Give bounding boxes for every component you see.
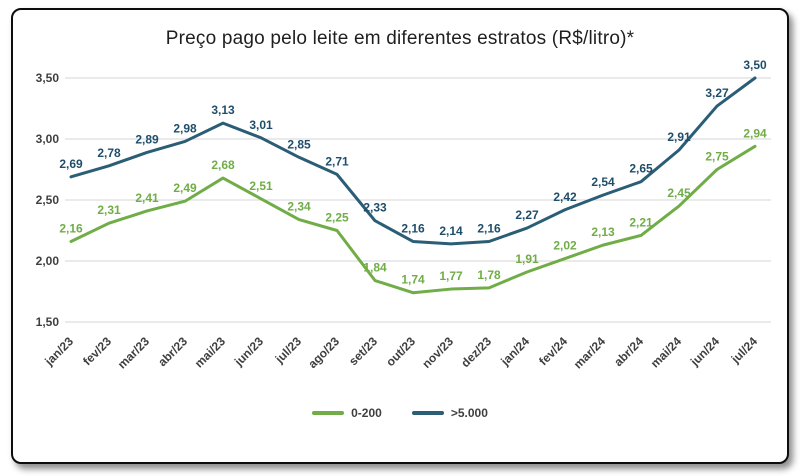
legend-swatch-green-line bbox=[312, 411, 345, 415]
svg-text:2,94: 2,94 bbox=[743, 126, 767, 140]
chart-title: Preço pago pelo leite em diferentes estr… bbox=[165, 28, 635, 49]
svg-text:jul/23: jul/23 bbox=[272, 334, 305, 367]
chart-card: Preço pago pelo leite em diferentes estr… bbox=[11, 8, 789, 464]
svg-text:mar/24: mar/24 bbox=[571, 334, 608, 371]
svg-text:abr/24: abr/24 bbox=[611, 334, 646, 369]
svg-text:3,00: 3,00 bbox=[36, 132, 60, 146]
svg-text:2,27: 2,27 bbox=[515, 208, 539, 222]
svg-text:fev/24: fev/24 bbox=[536, 334, 570, 368]
legend-item-0-200: 0-200 bbox=[312, 406, 382, 420]
legend-label: 0-200 bbox=[351, 406, 382, 420]
svg-text:2,69: 2,69 bbox=[59, 157, 83, 171]
svg-text:2,68: 2,68 bbox=[211, 158, 235, 172]
svg-text:2,91: 2,91 bbox=[667, 130, 691, 144]
svg-text:ago/23: ago/23 bbox=[305, 334, 342, 371]
svg-text:abr/23: abr/23 bbox=[155, 334, 190, 369]
svg-text:1,50: 1,50 bbox=[36, 315, 60, 329]
svg-text:2,33: 2,33 bbox=[363, 201, 387, 215]
svg-text:2,42: 2,42 bbox=[553, 190, 577, 204]
svg-text:mai/24: mai/24 bbox=[648, 334, 685, 371]
svg-text:3,01: 3,01 bbox=[249, 118, 273, 132]
legend-item-over-5000: >5.000 bbox=[411, 406, 488, 420]
svg-text:jan/24: jan/24 bbox=[497, 334, 532, 369]
svg-text:2,51: 2,51 bbox=[249, 179, 273, 193]
svg-text:2,13: 2,13 bbox=[591, 225, 615, 239]
svg-text:2,25: 2,25 bbox=[325, 211, 349, 225]
svg-text:3,50: 3,50 bbox=[743, 58, 767, 72]
svg-text:2,45: 2,45 bbox=[667, 186, 691, 200]
svg-text:1,91: 1,91 bbox=[515, 252, 539, 266]
legend-swatch-blue-line bbox=[411, 411, 444, 415]
svg-text:2,00: 2,00 bbox=[36, 254, 60, 268]
svg-text:jun/24: jun/24 bbox=[687, 334, 722, 369]
svg-text:2,89: 2,89 bbox=[135, 132, 159, 146]
svg-text:2,16: 2,16 bbox=[401, 221, 425, 235]
svg-text:1,74: 1,74 bbox=[401, 273, 425, 287]
chart-legend: 0-200 >5.000 bbox=[13, 406, 787, 420]
svg-text:set/23: set/23 bbox=[346, 334, 380, 368]
svg-text:dez/23: dez/23 bbox=[458, 334, 494, 370]
svg-text:2,21: 2,21 bbox=[629, 215, 653, 229]
svg-text:2,85: 2,85 bbox=[287, 137, 311, 151]
svg-text:2,49: 2,49 bbox=[173, 181, 197, 195]
svg-text:2,54: 2,54 bbox=[591, 175, 615, 189]
svg-text:jun/23: jun/23 bbox=[231, 334, 266, 369]
svg-text:2,65: 2,65 bbox=[629, 162, 653, 176]
svg-text:2,34: 2,34 bbox=[287, 200, 311, 214]
svg-text:2,16: 2,16 bbox=[59, 221, 83, 235]
svg-text:3,13: 3,13 bbox=[211, 103, 235, 117]
svg-text:2,50: 2,50 bbox=[36, 193, 60, 207]
svg-text:2,78: 2,78 bbox=[97, 146, 121, 160]
svg-text:1,84: 1,84 bbox=[363, 261, 387, 275]
svg-text:nov/23: nov/23 bbox=[419, 334, 456, 371]
svg-text:2,16: 2,16 bbox=[477, 221, 501, 235]
svg-text:jul/24: jul/24 bbox=[728, 334, 761, 367]
svg-text:2,71: 2,71 bbox=[325, 154, 349, 168]
svg-text:jan/23: jan/23 bbox=[41, 334, 76, 369]
svg-text:2,31: 2,31 bbox=[97, 203, 121, 217]
legend-label: >5.000 bbox=[450, 406, 488, 420]
svg-text:fev/23: fev/23 bbox=[80, 334, 114, 368]
svg-text:out/23: out/23 bbox=[383, 334, 418, 369]
svg-text:mai/23: mai/23 bbox=[192, 334, 229, 371]
svg-text:1,77: 1,77 bbox=[439, 269, 463, 283]
svg-text:mar/23: mar/23 bbox=[115, 334, 152, 371]
svg-text:3,27: 3,27 bbox=[705, 86, 729, 100]
svg-text:2,75: 2,75 bbox=[705, 150, 729, 164]
svg-text:2,41: 2,41 bbox=[135, 191, 159, 205]
svg-text:3,50: 3,50 bbox=[36, 71, 60, 85]
svg-text:2,02: 2,02 bbox=[553, 239, 577, 253]
svg-text:2,14: 2,14 bbox=[439, 224, 463, 238]
svg-text:1,78: 1,78 bbox=[477, 268, 501, 282]
svg-text:2,98: 2,98 bbox=[173, 121, 197, 135]
